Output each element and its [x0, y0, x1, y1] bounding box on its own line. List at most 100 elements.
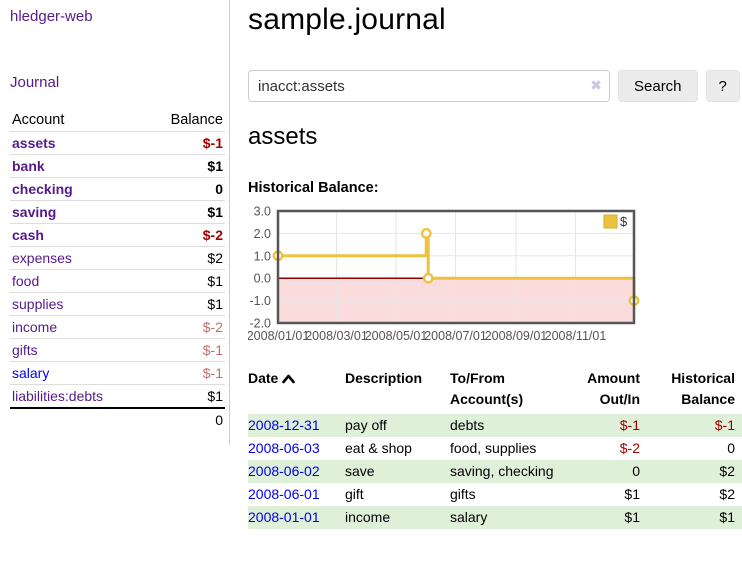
register-amount-cell: 0	[632, 463, 640, 479]
register-balance-cell: 0	[727, 440, 735, 456]
register-accounts-cell: salary	[450, 509, 488, 525]
account-link[interactable]: food	[12, 273, 40, 289]
svg-text:2.0: 2.0	[254, 227, 271, 241]
search-input[interactable]	[248, 70, 610, 102]
account-row: bank $1	[10, 154, 225, 178]
account-cell: cash	[10, 223, 145, 247]
register-description-cell: pay off	[345, 417, 387, 433]
svg-text:2008/07/01: 2008/07/01	[424, 329, 487, 343]
account-link[interactable]: salary	[12, 365, 50, 381]
account-balance: $1	[144, 154, 225, 178]
account-row: liabilities:debts $1	[10, 384, 225, 408]
search-button[interactable]: Search	[618, 70, 698, 102]
register-header-accounts: To/From Account(s)	[450, 370, 524, 407]
account-link[interactable]: assets	[12, 135, 56, 151]
register-amount-cell: $-1	[619, 417, 640, 433]
main-content: sample.journal ✖ Search ? assets Histori…	[230, 0, 742, 529]
account-row: assets $-1	[10, 131, 225, 155]
sort-ascending-icon	[282, 374, 296, 384]
account-link[interactable]: checking	[12, 181, 73, 197]
account-link[interactable]: supplies	[12, 296, 64, 312]
transaction-date-link[interactable]: 2008-06-02	[248, 463, 320, 479]
svg-text:-1.0: -1.0	[249, 294, 271, 308]
register-description-cell: save	[345, 463, 375, 479]
register-header-row: Date Description To/From Account(s) Amou…	[248, 366, 742, 414]
svg-text:2008/11/01: 2008/11/01	[545, 329, 607, 343]
svg-text:2008/03/01: 2008/03/01	[305, 329, 368, 343]
account-heading: assets	[248, 123, 318, 150]
chart-label: Historical Balance:	[248, 180, 379, 196]
register-balance-cell: $2	[719, 486, 735, 502]
account-link[interactable]: cash	[12, 227, 44, 243]
register-row: 2008-06-03 eat & shop food, supplies $-2 0	[248, 437, 742, 460]
account-row: checking 0	[10, 177, 225, 201]
account-cell: food	[10, 269, 145, 293]
search-form: ✖ Search ?	[248, 70, 742, 102]
svg-text:$: $	[620, 214, 628, 229]
account-cell: saving	[10, 200, 145, 224]
register-header-date[interactable]: Date	[248, 366, 345, 414]
svg-text:3.0: 3.0	[254, 205, 271, 219]
register-date-cell: 2008-01-01	[248, 506, 345, 529]
register-date-cell: 2008-06-02	[248, 460, 345, 483]
register-table: Date Description To/From Account(s) Amou…	[248, 366, 742, 529]
register-accounts-cell: gifts	[450, 486, 476, 502]
register-balance-cell: $1	[719, 509, 735, 525]
account-link[interactable]: saving	[12, 204, 57, 220]
page-title: sample.journal	[248, 3, 446, 36]
account-cell: bank	[10, 154, 145, 178]
transaction-date-link[interactable]: 2008-06-03	[248, 440, 320, 456]
app-title: hledger-web	[10, 8, 229, 26]
account-link[interactable]: bank	[12, 158, 45, 174]
register-header-amount: Amount Out/In	[587, 370, 640, 407]
register-header-description: Description	[345, 370, 423, 386]
register-date-cell: 2008-06-01	[248, 483, 345, 506]
account-row: food $1	[10, 269, 225, 293]
register-accounts-cell: food, supplies	[450, 440, 537, 456]
account-balance: $1	[144, 292, 225, 316]
register-amount-cell: $-2	[619, 440, 640, 456]
transaction-date-link[interactable]: 2008-01-01	[248, 509, 320, 525]
account-cell: gifts	[10, 338, 145, 362]
register-date-cell: 2008-06-03	[248, 437, 345, 460]
register-description-cell: eat & shop	[345, 440, 412, 456]
account-cell: liabilities:debts	[10, 384, 145, 408]
register-balance-cell: $-1	[714, 417, 735, 433]
sidebar: hledger-web Journal Account Balance asse…	[0, 0, 230, 445]
transaction-date-link[interactable]: 2008-12-31	[248, 417, 320, 433]
help-button[interactable]: ?	[705, 70, 740, 102]
svg-text:1.0: 1.0	[254, 249, 271, 263]
transaction-date-link[interactable]: 2008-06-01	[248, 486, 320, 502]
account-link[interactable]: gifts	[12, 342, 38, 358]
account-row: supplies $1	[10, 292, 225, 316]
main-nav: Journal	[10, 74, 229, 92]
accounts-table: Account Balance assets $-1 bank $1 checking 0…	[10, 109, 225, 431]
search-box: ✖	[248, 70, 610, 102]
sidebar-item-journal[interactable]: Journal	[10, 74, 60, 91]
historical-balance-chart[interactable]: $3.0 2.0 1.0 0.0 -1.0 -2.0 2008/01/01 2008/03/0…	[247, 205, 742, 347]
account-link[interactable]: income	[12, 319, 58, 335]
register-row: 2008-12-31 pay off debts $-1 $-1	[248, 414, 742, 437]
account-cell: income	[10, 315, 145, 339]
account-row: gifts $-1	[10, 338, 225, 362]
svg-text:-2.0: -2.0	[249, 317, 271, 331]
register-row: 2008-01-01 income salary $1 $1	[248, 506, 742, 529]
account-balance: $-2	[144, 223, 225, 247]
accounts-total-spacer	[10, 407, 145, 431]
app-title-link[interactable]: hledger-web	[10, 8, 93, 25]
account-balance: $1	[144, 200, 225, 224]
account-link[interactable]: liabilities:debts	[12, 388, 104, 404]
app-window: hledger-web Journal Account Balance asse…	[0, 0, 742, 529]
clear-search-icon[interactable]: ✖	[590, 77, 602, 93]
accounts-total-value: 0	[144, 407, 225, 431]
account-balance: $1	[144, 384, 225, 408]
register-description-cell: gift	[345, 486, 364, 502]
register-balance-cell: $2	[719, 463, 735, 479]
account-cell: salary	[10, 361, 145, 385]
register-description-cell: income	[345, 509, 391, 525]
svg-text:2008/09/01: 2008/09/01	[485, 329, 548, 343]
account-link[interactable]: expenses	[12, 250, 72, 266]
register-row: 2008-06-01 gift gifts $1 $2	[248, 483, 742, 506]
account-balance: $-2	[144, 315, 225, 339]
register-row: 2008-06-02 save saving, checking 0 $2	[248, 460, 742, 483]
